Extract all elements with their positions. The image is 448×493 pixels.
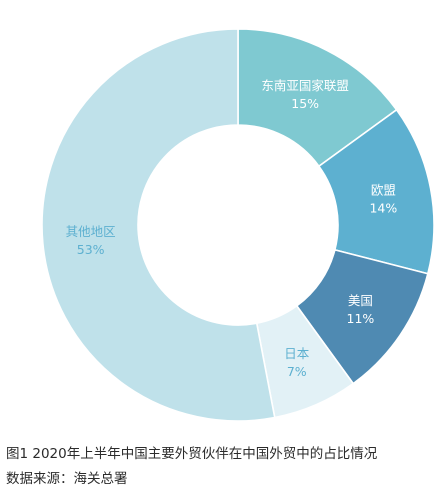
slice-value-1: 15% xyxy=(291,96,319,111)
slice-label-5: 其他地区 xyxy=(66,224,116,239)
slice-value-4: 7% xyxy=(287,364,307,379)
slice-label-4: 日本 xyxy=(284,346,310,361)
figure-caption: 图1 2020年上半年中国主要外贸伙伴在中国外贸中的占比情况 xyxy=(6,446,378,462)
slice-label-2: 欧盟 xyxy=(371,182,396,197)
slice-value-2: 14% xyxy=(369,200,397,215)
slice-5 xyxy=(41,28,276,422)
slice-label-1: 东南亚国家联盟 xyxy=(261,78,349,93)
donut-labels: 东南亚国家联盟 15% 欧盟 14% 美国 11% 日本 7% 其他地区 53% xyxy=(66,78,398,379)
donut-slices xyxy=(41,28,435,422)
data-source-note: 数据来源：海关总署 xyxy=(6,471,128,487)
slice-value-3: 11% xyxy=(347,311,375,326)
slice-label-3: 美国 xyxy=(348,293,373,308)
slice-value-5: 53% xyxy=(77,242,105,257)
